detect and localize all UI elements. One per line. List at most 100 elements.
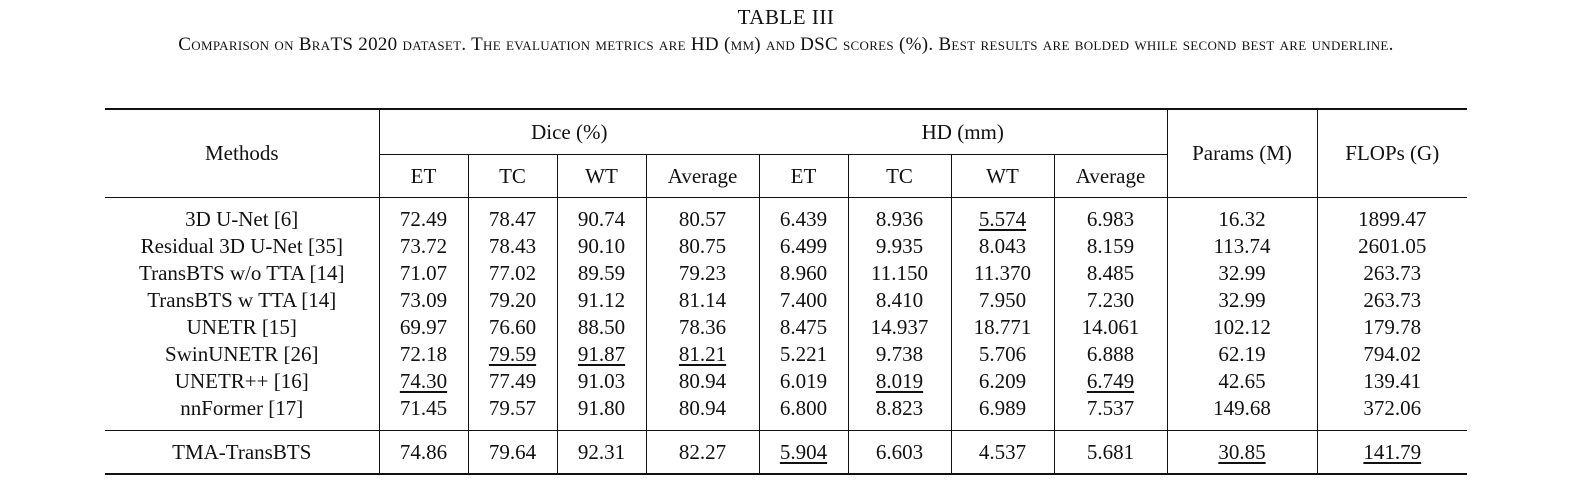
header-hd-group: HD (mm) <box>759 109 1167 155</box>
cell-dice-tc: 79.20 <box>467 287 557 314</box>
table-row: 3D U-Net [6] 72.49 78.47 90.74 80.57 6.4… <box>105 197 1467 233</box>
cell-params: 32.99 <box>1166 260 1317 287</box>
cell-hd-tc: 11.150 <box>847 260 951 287</box>
cell-hd-tc: 9.738 <box>847 341 951 368</box>
header-hd-average: Average <box>1053 154 1167 198</box>
cell-flops: 263.73 <box>1316 287 1467 314</box>
row-method: 3D U-Net [6] <box>185 207 299 231</box>
cell-hd-tc: 8.019 <box>847 368 951 395</box>
cell-hd-et: 6.439 <box>758 197 848 233</box>
cell-dice-et: 71.07 <box>378 260 468 287</box>
cell-hd-average: 8.159 <box>1053 233 1167 260</box>
cell-hd-average: 6.749 <box>1053 368 1167 395</box>
table-row: nnFormer [17] 71.45 79.57 91.80 80.94 6.… <box>105 395 1467 431</box>
cell-hd-wt: 7.950 <box>950 287 1054 314</box>
cell-hd-wt: 5.706 <box>950 341 1054 368</box>
row-method: nnFormer [17] <box>180 396 304 420</box>
cell-flops: 263.73 <box>1316 260 1467 287</box>
cell-flops: 2601.05 <box>1316 233 1467 260</box>
cell-dice-wt: 89.59 <box>556 260 646 287</box>
header-dice-tc: TC <box>467 154 557 198</box>
cell-params: 149.68 <box>1166 395 1317 431</box>
table-row: TransBTS w TTA [14] 73.09 79.20 91.12 81… <box>105 287 1467 314</box>
cell-dice-tc: 79.59 <box>467 341 557 368</box>
cell-hd-tc: 6.603 <box>847 430 951 474</box>
cell-hd-et: 5.221 <box>758 341 848 368</box>
cell-hd-et: 5.904 <box>758 430 848 474</box>
table-caption: TABLE III Comparison on BraTS 2020 datas… <box>0 0 1572 59</box>
cell-dice-average: 80.75 <box>645 233 759 260</box>
header-hd-wt: WT <box>950 154 1054 198</box>
cell-flops: 1899.47 <box>1316 197 1467 233</box>
cell-hd-et: 6.800 <box>758 395 848 431</box>
cell-params: 30.85 <box>1166 430 1317 474</box>
cell-params: 102.12 <box>1166 314 1317 341</box>
table-row: UNETR++ [16] 74.30 77.49 91.03 80.94 6.0… <box>105 368 1467 395</box>
cell-hd-wt: 4.537 <box>950 430 1054 474</box>
cell-dice-wt: 91.80 <box>556 395 646 431</box>
cell-dice-average: 80.94 <box>645 368 759 395</box>
cell-hd-wt: 6.209 <box>950 368 1054 395</box>
header-flops: FLOPs (G) <box>1316 109 1467 198</box>
header-hd-tc: TC <box>847 154 951 198</box>
cell-dice-average: 80.57 <box>645 197 759 233</box>
cell-dice-et: 74.30 <box>378 368 468 395</box>
cell-hd-et: 8.960 <box>758 260 848 287</box>
header-dice-et: ET <box>378 154 468 198</box>
cell-dice-average: 81.21 <box>645 341 759 368</box>
row-method: TMA-TransBTS <box>172 439 312 464</box>
table-number: TABLE III <box>737 5 835 29</box>
cell-hd-tc: 8.823 <box>847 395 951 431</box>
cell-dice-tc: 78.43 <box>467 233 557 260</box>
cell-params: 16.32 <box>1166 197 1317 233</box>
cell-dice-wt: 91.12 <box>556 287 646 314</box>
cell-flops: 179.78 <box>1316 314 1467 341</box>
cell-flops: 794.02 <box>1316 341 1467 368</box>
row-method: TransBTS w/o TTA [14] <box>139 261 345 285</box>
results-table: Methods Dice (%) HD (mm) Params (M) FLOP… <box>105 108 1467 475</box>
cell-hd-et: 6.019 <box>758 368 848 395</box>
cell-hd-tc: 8.410 <box>847 287 951 314</box>
cell-flops: 139.41 <box>1316 368 1467 395</box>
cell-hd-wt: 6.989 <box>950 395 1054 431</box>
cell-dice-et: 71.45 <box>378 395 468 431</box>
cell-dice-tc: 76.60 <box>467 314 557 341</box>
header-hd-et: ET <box>758 154 848 198</box>
cell-params: 42.65 <box>1166 368 1317 395</box>
header-params: Params (M) <box>1166 109 1317 198</box>
cell-dice-tc: 79.64 <box>467 430 557 474</box>
cell-dice-tc: 77.49 <box>467 368 557 395</box>
cell-params: 32.99 <box>1166 287 1317 314</box>
cell-dice-tc: 77.02 <box>467 260 557 287</box>
cell-hd-average: 14.061 <box>1053 314 1167 341</box>
cell-dice-et: 73.09 <box>378 287 468 314</box>
cell-dice-wt: 92.31 <box>556 430 646 474</box>
cell-hd-tc: 14.937 <box>847 314 951 341</box>
cell-dice-average: 78.36 <box>645 314 759 341</box>
cell-dice-wt: 91.03 <box>556 368 646 395</box>
cell-dice-et: 72.18 <box>378 341 468 368</box>
row-method: UNETR [15] <box>186 315 297 339</box>
cell-dice-tc: 78.47 <box>467 197 557 233</box>
row-method: TransBTS w TTA [14] <box>147 288 337 312</box>
cell-dice-wt: 90.74 <box>556 197 646 233</box>
cell-dice-wt: 90.10 <box>556 233 646 260</box>
cell-dice-average: 80.94 <box>645 395 759 431</box>
table-row: SwinUNETR [26] 72.18 79.59 91.87 81.21 5… <box>105 341 1467 368</box>
cell-dice-et: 72.49 <box>378 197 468 233</box>
header-dice-group: Dice (%) <box>378 109 759 155</box>
cell-dice-tc: 79.57 <box>467 395 557 431</box>
cell-hd-et: 7.400 <box>758 287 848 314</box>
cell-hd-tc: 8.936 <box>847 197 951 233</box>
cell-dice-et: 74.86 <box>378 430 468 474</box>
cell-params: 62.19 <box>1166 341 1317 368</box>
header-dice-average: Average <box>645 154 759 198</box>
cell-hd-wt: 18.771 <box>950 314 1054 341</box>
cell-dice-wt: 88.50 <box>556 314 646 341</box>
table-body: 3D U-Net [6] 72.49 78.47 90.74 80.57 6.4… <box>105 197 1467 431</box>
cell-hd-average: 6.888 <box>1053 341 1167 368</box>
cell-params: 113.74 <box>1166 233 1317 260</box>
table-row: UNETR [15] 69.97 76.60 88.50 78.36 8.475… <box>105 314 1467 341</box>
cell-hd-wt: 5.574 <box>950 197 1054 233</box>
proposed-method-section: TMA-TransBTS 74.86 79.64 92.31 82.27 5.9… <box>105 430 1467 474</box>
